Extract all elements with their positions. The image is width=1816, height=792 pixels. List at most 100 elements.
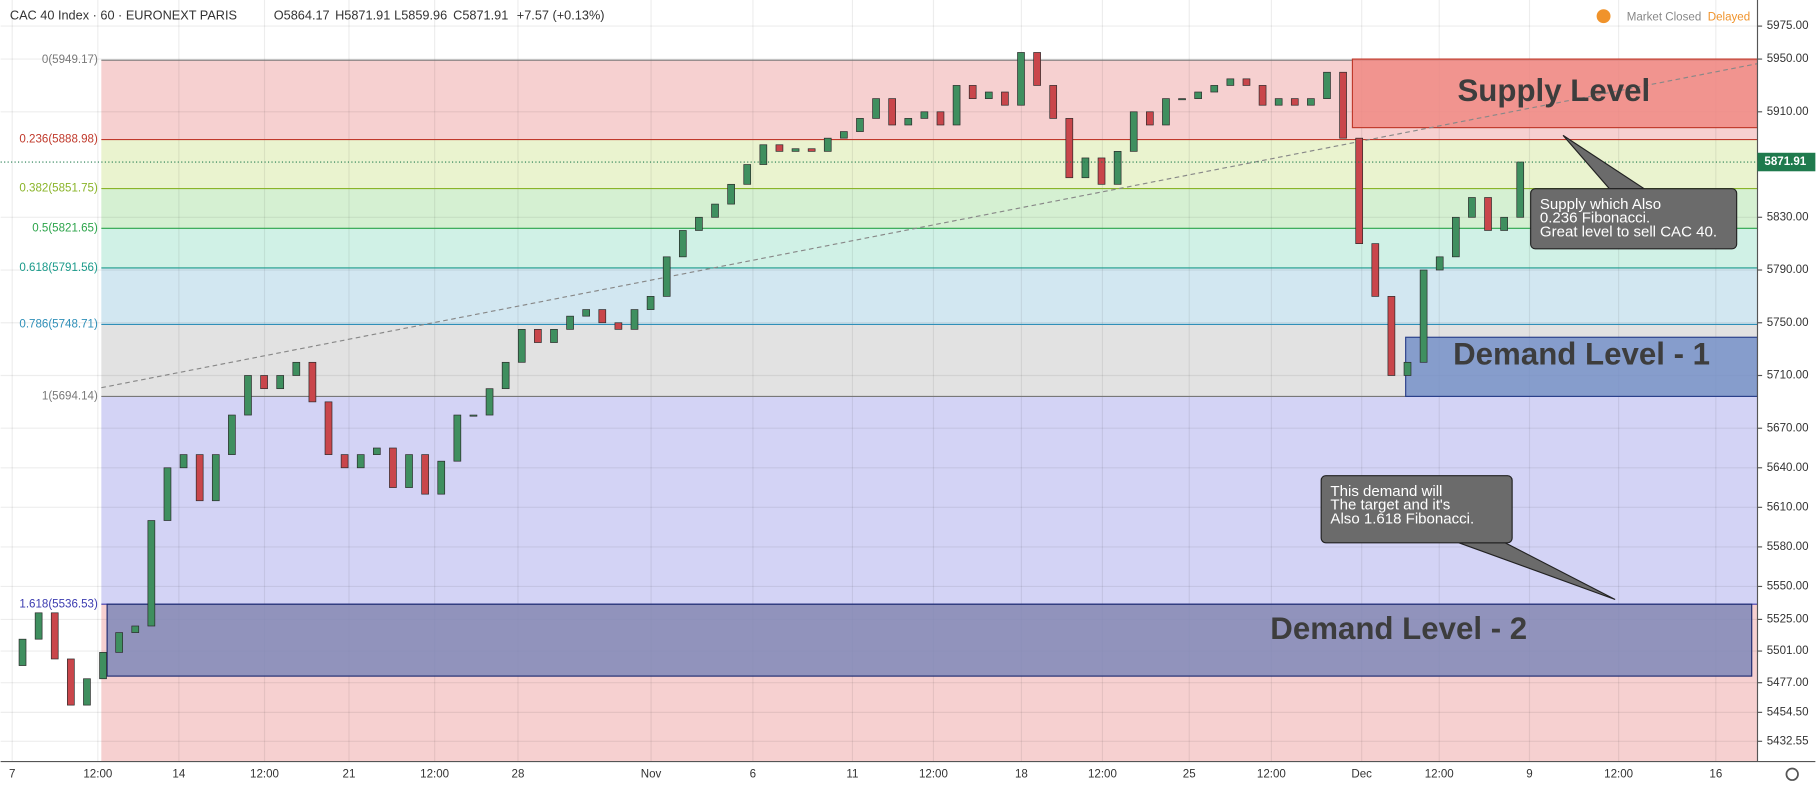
candle-body bbox=[1452, 216, 1460, 258]
candle-body bbox=[823, 137, 832, 152]
callout-text: Great level to sell CAC 40. bbox=[1540, 224, 1717, 241]
candle-body bbox=[244, 375, 252, 416]
header-delay: Delayed bbox=[1708, 11, 1750, 23]
candle-body bbox=[67, 658, 75, 706]
candle-body bbox=[1500, 216, 1508, 231]
fib-band bbox=[101, 228, 1758, 268]
y-tick-label: 5750.00 bbox=[1767, 317, 1809, 329]
x-tick-label: 12:00 bbox=[919, 768, 948, 780]
zone bbox=[1351, 58, 1759, 129]
y-tick-label: 5910.00 bbox=[1767, 106, 1809, 118]
settings-icon[interactable] bbox=[1785, 767, 1799, 781]
candle-body bbox=[952, 85, 961, 126]
candle-body bbox=[695, 216, 703, 231]
candle-body bbox=[1097, 157, 1106, 185]
candle-body bbox=[1419, 269, 1428, 363]
candle-body bbox=[1194, 91, 1202, 99]
y-tick-label: 5432.55 bbox=[1767, 735, 1809, 747]
candle-body bbox=[228, 414, 236, 455]
y-tick-label: 5950.00 bbox=[1767, 53, 1809, 65]
y-tick-label: 5550.00 bbox=[1767, 581, 1809, 593]
candle-body bbox=[50, 612, 59, 660]
x-tick-label: 11 bbox=[846, 768, 858, 780]
candle-body bbox=[1081, 157, 1090, 179]
y-tick-label: 5710.00 bbox=[1767, 370, 1809, 382]
x-tick-label: 21 bbox=[343, 768, 356, 780]
fib-label: 0.382(5851.75) bbox=[19, 183, 98, 195]
candle-body bbox=[453, 414, 462, 462]
candle-body bbox=[260, 375, 268, 390]
x-tick-label: 12:00 bbox=[1604, 768, 1633, 780]
candle-body bbox=[1323, 71, 1331, 99]
candle-body bbox=[1146, 111, 1154, 126]
header-low: L5859.96 bbox=[394, 8, 447, 23]
zone-label: Demand Level - 1 bbox=[1453, 337, 1710, 372]
candle-body bbox=[646, 296, 655, 310]
candle-body bbox=[421, 454, 429, 495]
candle-body bbox=[1001, 91, 1009, 106]
callout-text: The target and it's bbox=[1330, 497, 1450, 514]
candle-body bbox=[292, 361, 301, 376]
candle-body bbox=[711, 203, 719, 218]
candle-body bbox=[678, 230, 687, 258]
candle-body bbox=[1339, 71, 1347, 139]
y-tick-label: 5670.00 bbox=[1767, 422, 1809, 434]
candle-body bbox=[1290, 98, 1299, 106]
candle-body bbox=[566, 315, 574, 330]
candle-body bbox=[727, 183, 735, 205]
candle-body bbox=[1435, 256, 1444, 271]
y-tick-label: 5477.00 bbox=[1767, 677, 1809, 689]
candle-body bbox=[1274, 98, 1283, 106]
y-tick-label: 5830.00 bbox=[1767, 211, 1809, 223]
last-price-label: 5871.91 bbox=[1764, 156, 1806, 168]
candle-body bbox=[534, 329, 542, 343]
fib-label: 1.618(5536.53) bbox=[19, 598, 98, 610]
zone-label: Supply Level bbox=[1457, 73, 1650, 108]
header-close: C5871.91 bbox=[453, 8, 508, 23]
candle-body bbox=[1210, 85, 1219, 93]
candle-body bbox=[99, 652, 107, 680]
time-axis bbox=[0, 761, 1816, 787]
fib-label: 0.618(5791.56) bbox=[19, 262, 98, 274]
x-tick-label: 12:00 bbox=[1257, 768, 1286, 780]
candle-body bbox=[1162, 98, 1170, 126]
zone bbox=[106, 603, 1753, 677]
y-tick-label: 5790.00 bbox=[1767, 264, 1809, 276]
status-icon bbox=[1596, 9, 1611, 24]
callout-text: This demand will bbox=[1330, 483, 1442, 500]
candle-body bbox=[1242, 78, 1251, 86]
last-price-box bbox=[1757, 152, 1816, 172]
x-tick-label: 14 bbox=[172, 768, 185, 780]
candle-body bbox=[872, 98, 880, 119]
fib-label: 0(5949.17) bbox=[42, 54, 98, 66]
x-tick-label: 12:00 bbox=[1425, 768, 1454, 780]
candle-body bbox=[437, 460, 446, 495]
callout-text: Supply which Also bbox=[1540, 196, 1661, 213]
candle-body bbox=[115, 632, 123, 653]
candle-body bbox=[775, 144, 784, 152]
x-tick-label: 12:00 bbox=[250, 768, 279, 780]
candle-body bbox=[936, 111, 945, 126]
candle-body bbox=[405, 454, 413, 488]
callout-box bbox=[1320, 475, 1513, 544]
x-tick-label: 12:00 bbox=[83, 768, 112, 780]
candle-body bbox=[131, 625, 140, 633]
x-tick-label: 25 bbox=[1183, 768, 1196, 780]
candle-body bbox=[211, 454, 220, 502]
candle-body bbox=[1113, 151, 1122, 185]
zone bbox=[1405, 336, 1759, 397]
x-tick-label: 28 bbox=[512, 768, 525, 780]
x-tick-label: 12:00 bbox=[1088, 768, 1117, 780]
trend-line bbox=[101, 63, 1758, 389]
header-symbol: CAC 40 Index · 60 · EURONEXT PARIS bbox=[10, 8, 237, 23]
candle-body bbox=[83, 678, 91, 706]
candle-body bbox=[791, 148, 800, 152]
candle-body bbox=[598, 309, 607, 324]
x-tick-label: 6 bbox=[750, 768, 756, 780]
fib-band bbox=[101, 139, 1758, 189]
candle-body bbox=[389, 447, 397, 488]
candle-body bbox=[1017, 52, 1025, 106]
candle-body bbox=[888, 98, 896, 126]
y-tick-label: 5525.00 bbox=[1767, 613, 1809, 625]
